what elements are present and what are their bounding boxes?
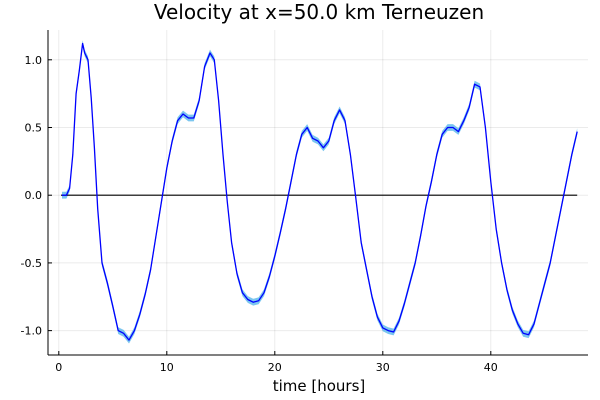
velocity-mean-line	[62, 42, 578, 341]
x-tick-label: 10	[160, 361, 174, 374]
y-tick-label: -1.0	[21, 325, 42, 338]
tick-labels: 0 10 20 30 40 -1.0 -0.5 0.0 0.5 1.0	[21, 54, 498, 374]
velocity-band	[62, 40, 578, 344]
y-tick-label: 0.0	[25, 189, 43, 202]
x-tick-label: 30	[376, 361, 390, 374]
y-tick-label: -0.5	[21, 257, 42, 270]
x-tick-label: 0	[55, 361, 62, 374]
x-tick-label: 20	[268, 361, 282, 374]
x-tick-label: 40	[484, 361, 498, 374]
x-axis-title: time [hours]	[273, 377, 366, 395]
axes	[47, 30, 588, 356]
y-tick-label: 1.0	[25, 54, 43, 67]
grid	[48, 30, 588, 355]
mean-line-layer	[62, 42, 578, 341]
chart-title: Velocity at x=50.0 km Terneuzen	[154, 0, 484, 24]
uncertainty-band	[62, 40, 578, 344]
y-tick-label: 0.5	[25, 122, 43, 135]
